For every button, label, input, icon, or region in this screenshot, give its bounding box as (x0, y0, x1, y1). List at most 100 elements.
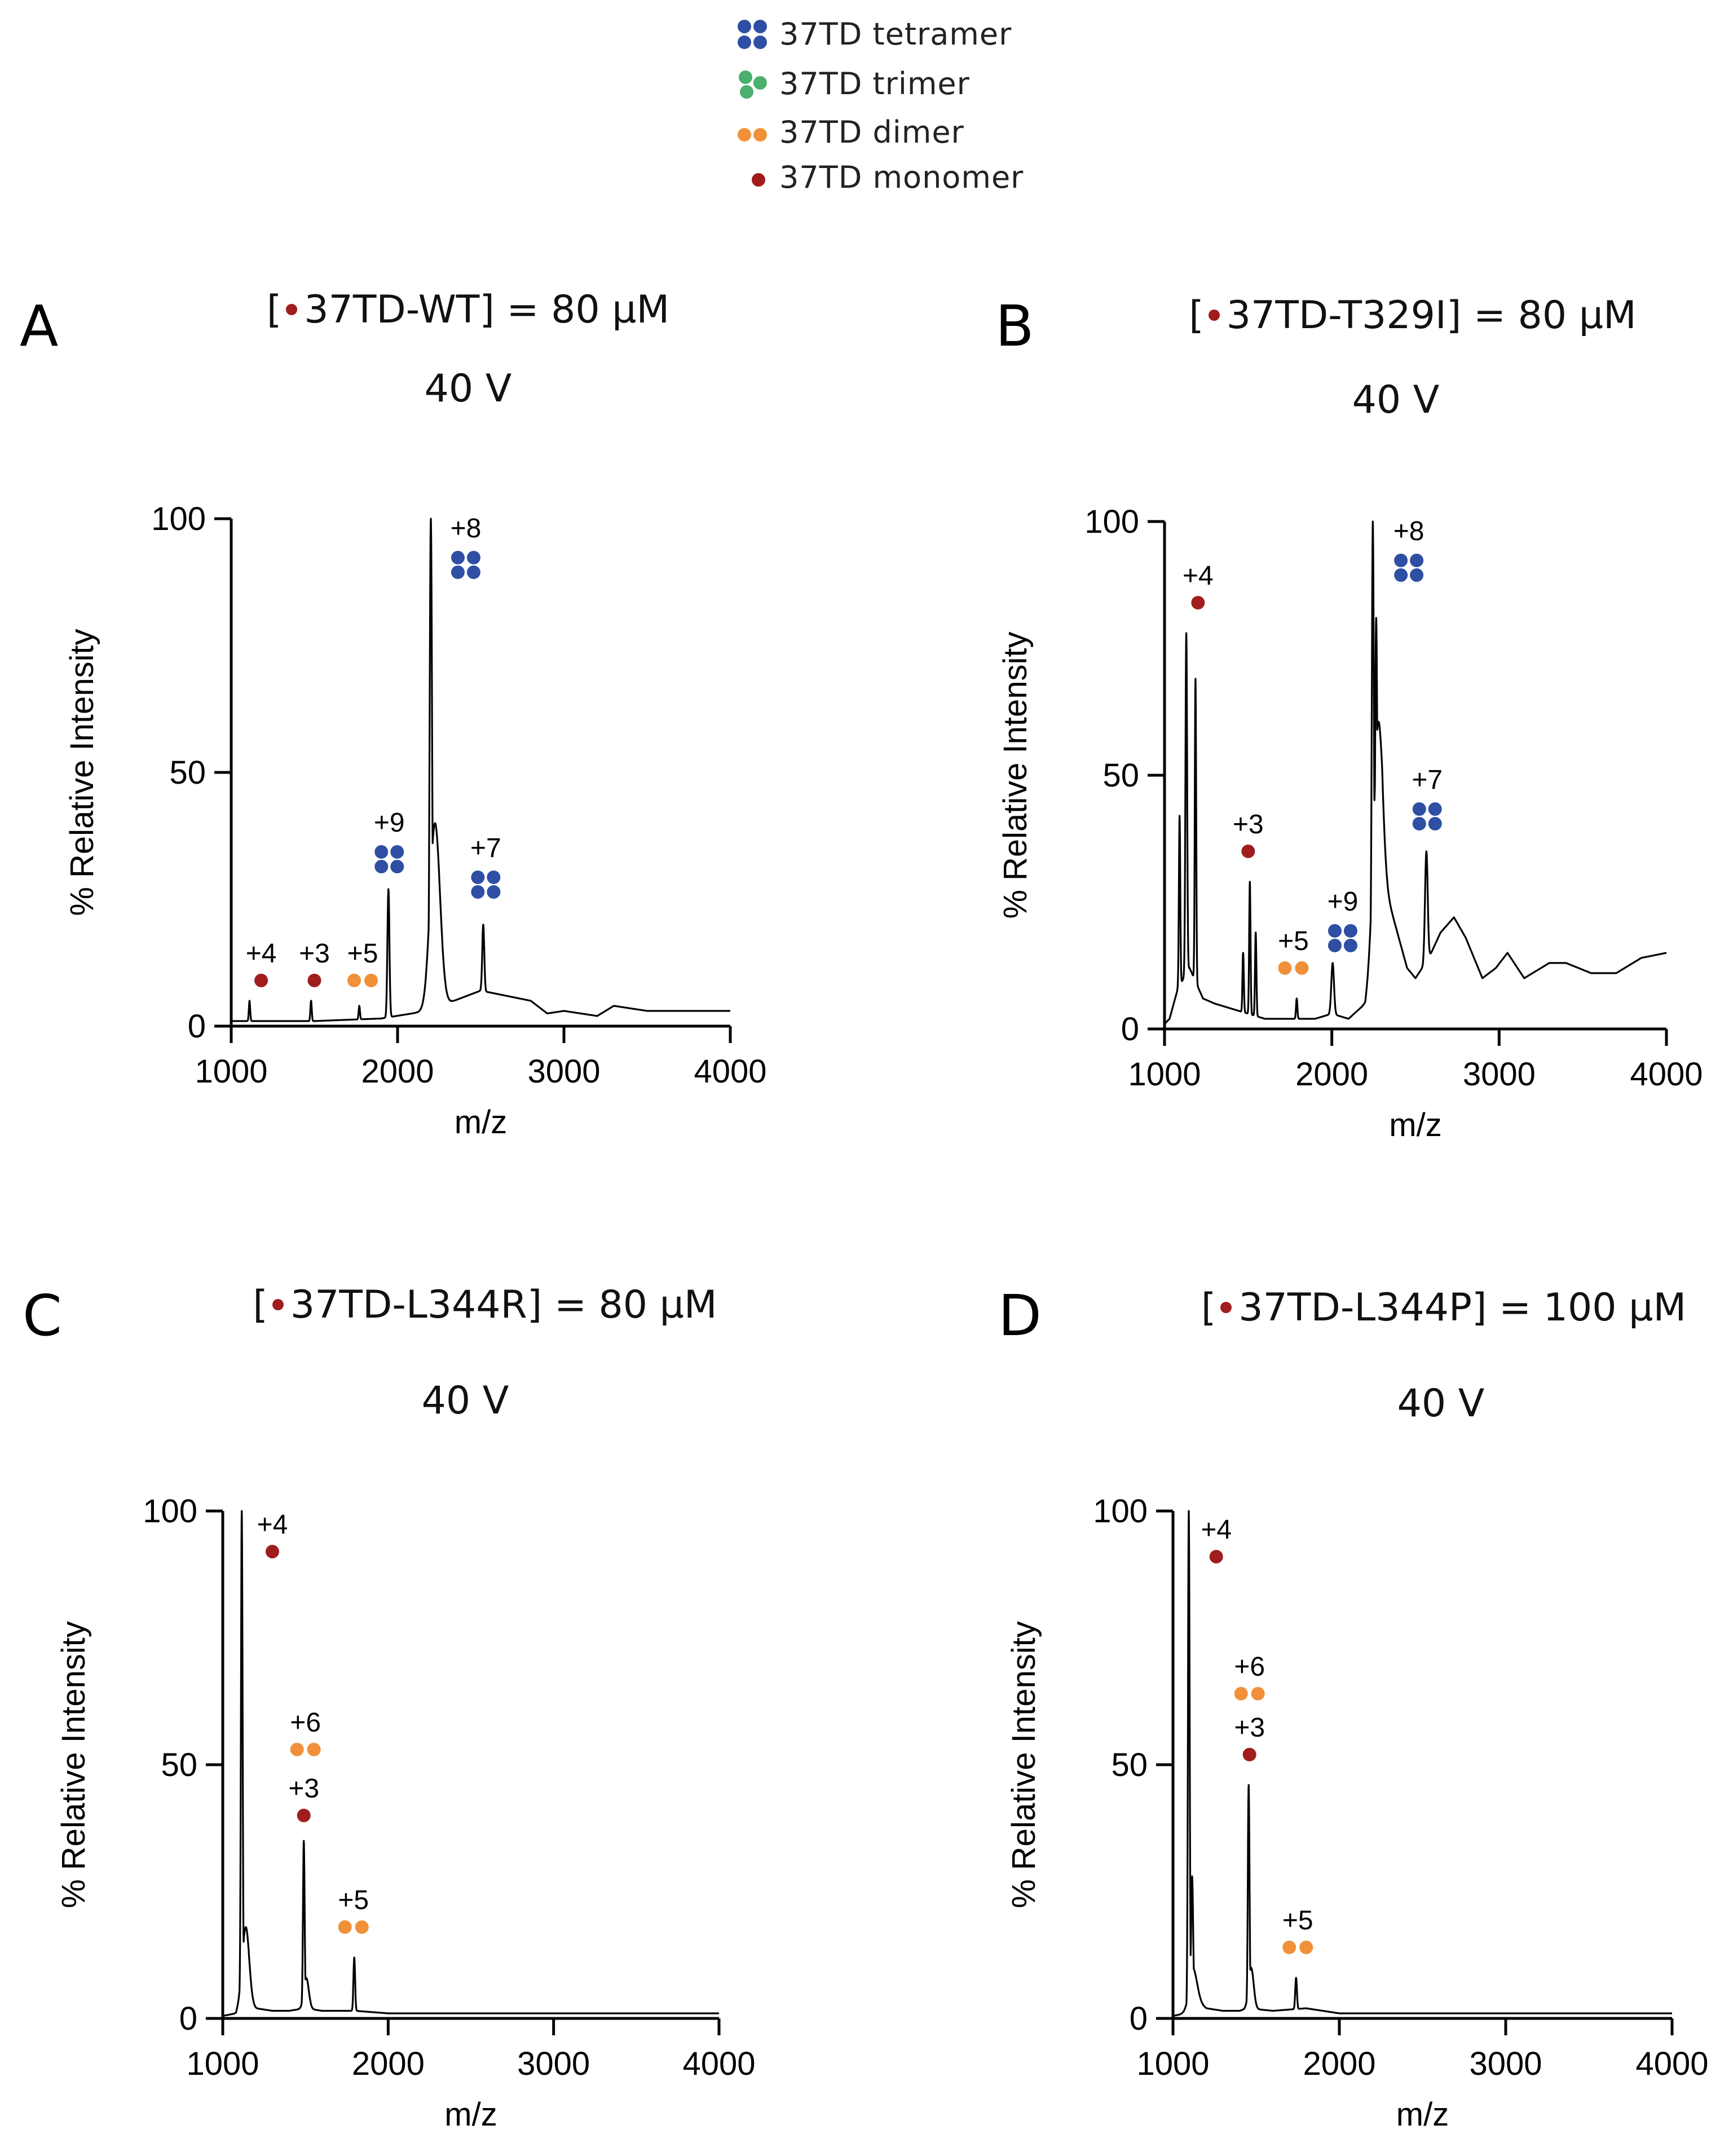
y-tick-label: 0 (1121, 1011, 1139, 1048)
y-axis-label: % Relative Intensity (1005, 1621, 1042, 1908)
peak-annotation-dimer: +5 (347, 939, 378, 987)
charge-state-label: +4 (257, 1510, 288, 1540)
panel-a-title-text: 37TD-WT] = 80 µM (304, 288, 670, 332)
panel-b-voltage: 40 V (1352, 378, 1440, 422)
y-tick-label: 50 (1102, 757, 1139, 794)
tetramer-glyph-dot (466, 565, 480, 579)
peak-annotation-monomer: +3 (1233, 810, 1264, 858)
peak-annotation-dimer: +6 (1234, 1652, 1265, 1700)
x-tick-label: 1000 (186, 2045, 259, 2082)
x-tick-label: 2000 (1303, 2045, 1375, 2082)
legend-item-monomer: 37TD monomer (733, 154, 1024, 200)
x-tick-label: 1000 (195, 1053, 267, 1090)
dimer-glyph-dot (1278, 961, 1292, 975)
charge-state-label: +6 (290, 1708, 321, 1738)
tetramer-glyph-dot (1394, 554, 1408, 567)
panel-d-voltage: 40 V (1397, 1381, 1485, 1426)
peak-annotation-tetramer: +9 (374, 808, 405, 873)
peak-annotation-tetramer: +8 (451, 514, 482, 579)
trimer-icon (733, 64, 773, 103)
peak-annotation-monomer: +3 (1234, 1713, 1265, 1761)
tetramer-glyph-dot (390, 845, 404, 859)
peak-annotation-monomer: +4 (257, 1510, 288, 1558)
x-axis-label: m/z (1396, 2096, 1449, 2133)
legend-item-tetramer: 37TD tetramer (733, 11, 1012, 56)
panel-b-title: [37TD-T329I] = 80 µM (1173, 293, 1652, 338)
peak-annotation-monomer: +4 (1183, 561, 1214, 609)
x-tick-label: 3000 (1469, 2045, 1542, 2082)
charge-state-label: +9 (374, 808, 405, 838)
tetramer-glyph-dot (1328, 939, 1342, 952)
monomer-dot-icon (1208, 310, 1220, 321)
tetramer-glyph-dot (471, 885, 485, 899)
peak-annotation-tetramer: +8 (1393, 516, 1424, 582)
tetramer-glyph-dot (1412, 802, 1426, 816)
x-tick-label: 4000 (694, 1053, 766, 1090)
y-tick-label: 100 (1093, 1493, 1148, 1530)
peak-annotation-tetramer: +7 (470, 833, 501, 899)
peak-annotation-monomer: +3 (288, 1774, 319, 1822)
spectrum-trace (1163, 520, 1668, 1025)
monomer-glyph-dot (1191, 596, 1205, 609)
dimer-glyph-dot (347, 974, 361, 987)
tetramer-glyph-dot (1410, 554, 1424, 567)
x-axis-label: m/z (455, 1104, 507, 1141)
legend-label-monomer: 37TD monomer (779, 159, 1024, 195)
charge-state-label: +4 (1183, 561, 1214, 591)
monomer-dot-icon (286, 304, 298, 316)
y-tick-label: 100 (143, 1493, 197, 1530)
dimer-glyph-dot (1234, 1687, 1248, 1700)
tetramer-glyph-dot (1343, 924, 1357, 938)
monomer-glyph-dot (1241, 845, 1255, 858)
panel-a-title: [37TD-WT] = 80 µM (242, 288, 694, 332)
tetramer-glyph-dot (487, 871, 501, 884)
legend-item-dimer: 37TD dimer (733, 109, 964, 154)
x-tick-label: 3000 (517, 2045, 590, 2082)
x-axis-label: m/z (444, 2096, 497, 2133)
charge-state-label: +8 (451, 514, 482, 544)
charge-state-label: +3 (288, 1774, 319, 1804)
tetramer-glyph-dot (1394, 568, 1408, 582)
y-tick-label: 50 (161, 1747, 197, 1783)
dimer-glyph-dot (338, 1920, 352, 1934)
charge-state-label: +6 (1234, 1652, 1265, 1682)
tetramer-glyph-dot (1328, 924, 1342, 938)
chart-panel-b: 0 50 100 1000 2000 3000 4000 m/z % Relative Inte… (997, 503, 1703, 1143)
tetramer-glyph-dot (471, 871, 485, 884)
tetramer-glyph-dot (451, 565, 465, 579)
y-tick-label: 50 (1111, 1747, 1148, 1783)
charge-state-label: +5 (1282, 1906, 1313, 1936)
panel-d-title-text: 37TD-L344P] = 100 µM (1238, 1285, 1687, 1330)
y-axis-label: % Relative Intensity (64, 629, 100, 916)
peak-annotation-tetramer: +9 (1328, 887, 1358, 952)
charge-state-label: +7 (1412, 765, 1443, 795)
x-tick-label: 3000 (1463, 1056, 1536, 1093)
charge-state-label: +4 (246, 939, 277, 969)
species-legend: 37TD tetramer 37TD trimer 37TD dimer 37T… (733, 11, 1128, 197)
x-tick-label: 1000 (1128, 1056, 1201, 1093)
charge-state-label: +5 (1278, 926, 1309, 956)
chart-panel-d: 0 50 100 1000 2000 3000 4000 m/z % Relative Inte… (1005, 1493, 1709, 2133)
dimer-icon (733, 112, 773, 152)
dimer-glyph-dot (307, 1743, 321, 1756)
tetramer-glyph-dot (374, 860, 389, 873)
monomer-glyph-dot (254, 974, 268, 987)
charge-state-label: +3 (1233, 810, 1264, 840)
monomer-glyph-dot (1209, 1550, 1223, 1563)
charge-state-label: +5 (347, 939, 378, 969)
dimer-glyph-dot (1295, 961, 1309, 975)
legend-label-trimer: 37TD trimer (779, 65, 970, 101)
y-tick-label: 100 (1084, 503, 1139, 540)
tetramer-glyph-dot (1410, 568, 1424, 582)
tetramer-glyph-dot (1343, 939, 1357, 952)
tetramer-glyph-dot (374, 845, 389, 859)
panel-d-title-bracket: [ (1201, 1285, 1216, 1330)
monomer-glyph-dot (307, 974, 321, 987)
spectrum-trace (222, 1510, 720, 2017)
panel-b-title-bracket: [ (1189, 293, 1204, 338)
x-tick-label: 4000 (682, 2045, 755, 2082)
monomer-icon (733, 157, 773, 197)
charge-state-label: +4 (1201, 1515, 1232, 1545)
spectrum-trace (230, 518, 731, 1022)
panel-c-title-text: 37TD-L344R] = 80 µM (290, 1283, 717, 1327)
